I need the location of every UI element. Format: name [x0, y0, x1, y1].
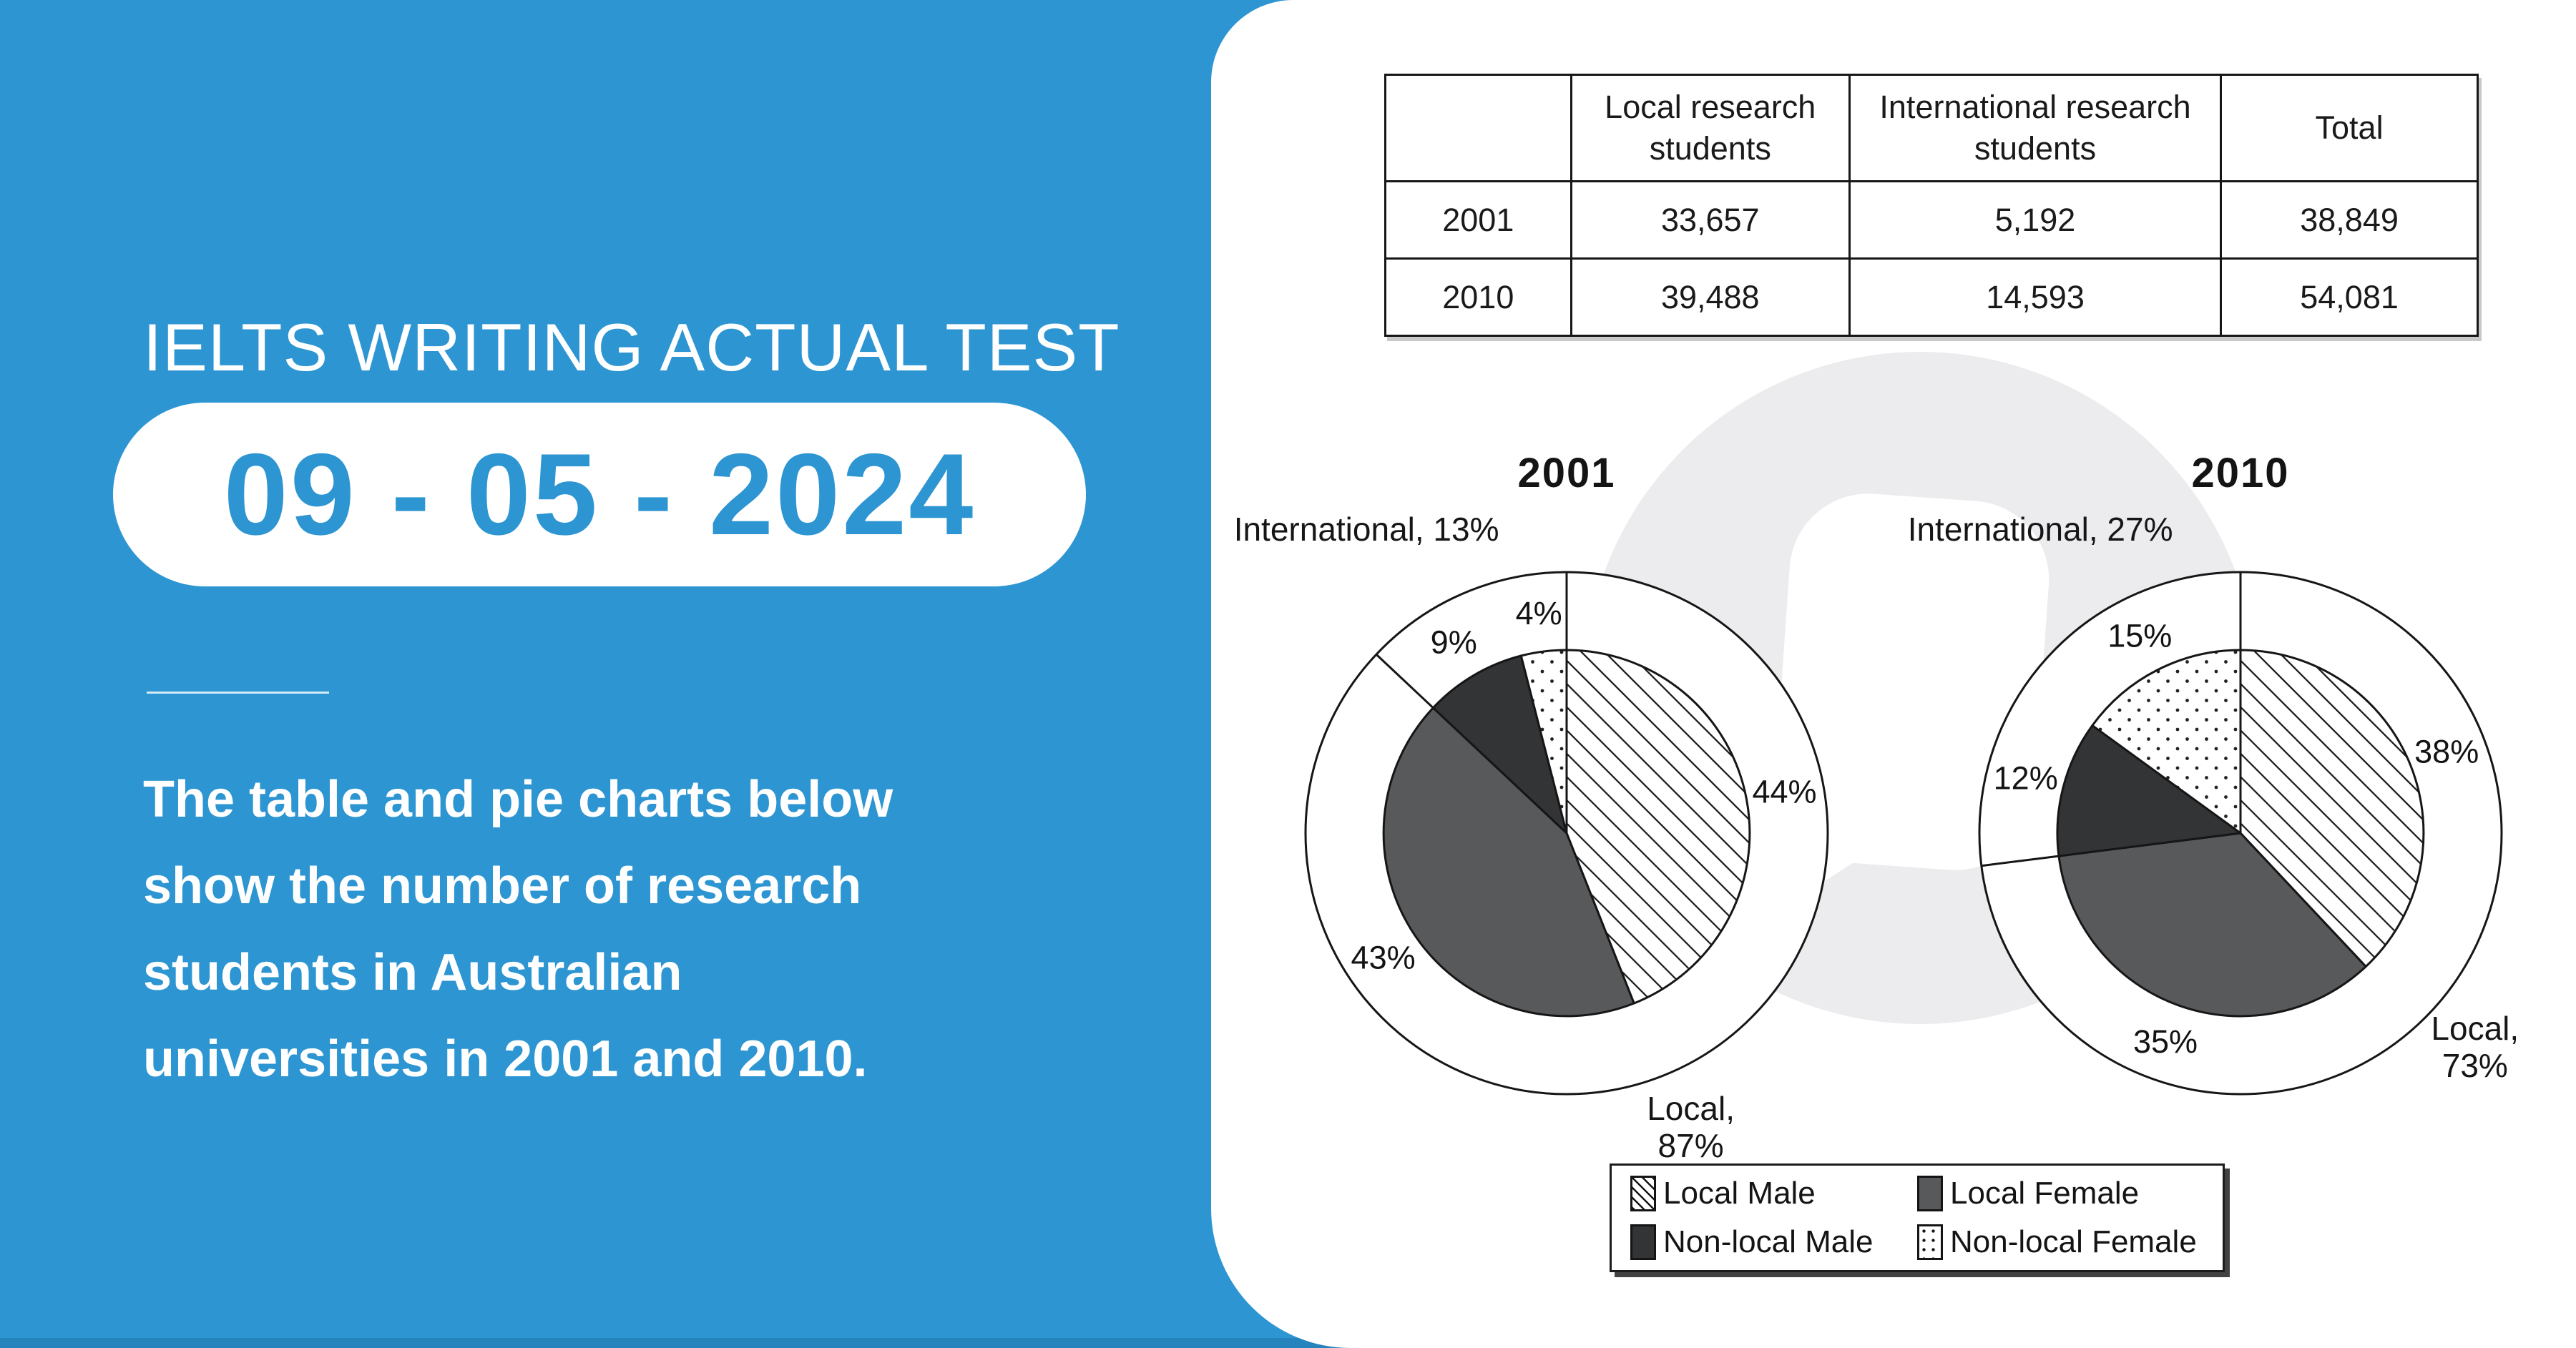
data-table: Local research students International res… — [1384, 74, 2479, 337]
legend-label: Local Male — [1663, 1176, 1816, 1211]
table-header-cell: Local research students — [1569, 74, 1851, 182]
table-cell: 54,081 — [2220, 257, 2479, 337]
table-cell: 38,849 — [2220, 180, 2479, 260]
table-header-row: Local research students International res… — [1384, 74, 2479, 182]
pie-svg-2001: 44% 43% 9% 4% 2001 International, 13% Local, 87… — [1234, 450, 1829, 1164]
divider-line — [147, 692, 329, 694]
table-cell: 2001 — [1384, 180, 1572, 260]
legend-label: Local Female — [1950, 1176, 2140, 1211]
outer-label-international: International, 13% — [1234, 511, 1499, 548]
slice-percent-label: 38% — [2414, 733, 2479, 769]
table-cell: 39,488 — [1569, 257, 1851, 337]
task-description-line: The table and pie charts below — [143, 771, 893, 828]
slice-percent-label: 4% — [1516, 595, 1562, 631]
table-row: 2010 39,488 14,593 54,081 — [1384, 257, 2479, 337]
task-description-line: students in Australian — [143, 944, 682, 1001]
task-description-line: show the number of research — [143, 857, 862, 915]
legend-item: Local Male — [1630, 1176, 1917, 1211]
legend-swatch-non-local-male — [1630, 1224, 1656, 1260]
test-date: 09 - 05 - 2024 — [223, 429, 976, 559]
pie-slice-local-male — [1565, 649, 1751, 1005]
date-pill: 09 - 05 - 2024 — [113, 403, 1086, 586]
legend-item: Non-local Female — [1917, 1224, 2204, 1260]
pie-slice-non-local-male — [2056, 724, 2242, 857]
task-description: The table and pie charts below show the … — [143, 757, 893, 1103]
pie-title: 2010 — [2191, 450, 2289, 496]
slice-percent-label: 44% — [1752, 773, 1816, 810]
chart-legend: Local Male Local Female Non-local Male Non-… — [1610, 1163, 2225, 1272]
table-header-cell — [1384, 74, 1572, 182]
legend-swatch-non-local-female — [1917, 1224, 1943, 1260]
table-row: 2001 33,657 5,192 38,849 — [1384, 180, 2479, 260]
table-cell: 33,657 — [1569, 180, 1851, 260]
table-cell: 14,593 — [1848, 257, 2223, 337]
pie-chart-2001: 44% 43% 9% 4% 2001 International, 13% Local, 87… — [1209, 450, 1924, 1169]
slice-percent-label: 43% — [1351, 940, 1416, 976]
pie-title: 2001 — [1517, 450, 1615, 496]
outer-label-local: Local, 87% — [1647, 1090, 1735, 1164]
pie-slice-local-female — [1382, 707, 1635, 1018]
ring-divider — [1981, 855, 2060, 867]
task-description-line: universities in 2001 and 2010. — [143, 1030, 868, 1088]
pie-slice-local-female — [2057, 832, 2367, 1018]
brand-heading: IELTS WRITING ACTUAL TEST — [143, 310, 1120, 385]
legend-item: Local Female — [1917, 1176, 2204, 1211]
table-cell: 2010 — [1384, 257, 1572, 337]
slice-percent-label: 35% — [2133, 1023, 2198, 1060]
ring-divider — [1375, 654, 1434, 709]
pie-chart-2010: 38% 35% 12% 15% 2010 International, 27% Local,… — [1883, 450, 2576, 1169]
table-header-cell: Total — [2220, 74, 2479, 182]
pie-slice-local-male — [2239, 649, 2425, 968]
pie-slice-non-local-male — [1431, 654, 1568, 835]
outer-label-international: International, 27% — [1908, 511, 2173, 548]
slice-percent-label: 9% — [1431, 624, 1477, 661]
outer-label-local: Local, 73% — [2431, 1010, 2519, 1084]
table-cell: 5,192 — [1848, 180, 2223, 260]
slice-percent-label: 12% — [1994, 759, 2058, 796]
pie-svg-2010: 38% 35% 12% 15% 2010 International, 27% Local,… — [1908, 450, 2519, 1096]
table-header-cell: International research students — [1848, 74, 2223, 182]
slice-percent-label: 15% — [2107, 617, 2172, 654]
legend-label: Non-local Female — [1950, 1224, 2197, 1259]
legend-swatch-local-male — [1630, 1176, 1656, 1211]
legend-item: Non-local Male — [1630, 1224, 1917, 1260]
pie-slice-non-local-female — [2091, 649, 2242, 835]
legend-label: Non-local Male — [1663, 1224, 1874, 1259]
legend-swatch-local-female — [1917, 1176, 1943, 1211]
